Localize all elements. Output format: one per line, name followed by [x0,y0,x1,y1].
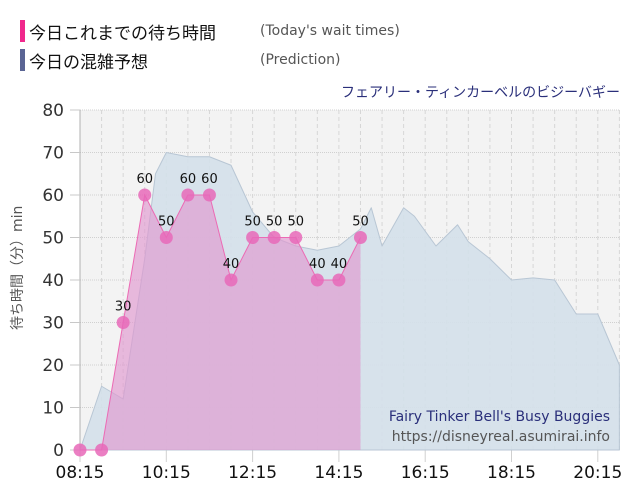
data-point-label: 40 [223,257,240,272]
y-tick-label: 10 [42,399,64,419]
data-point-marker [353,231,367,244]
data-point-label: 50 [352,215,369,230]
data-labels: 30 60 50 60 60 40 50 50 50 40 40 50 [115,172,369,315]
y-tick-label: 30 [42,314,64,334]
y-tick-label: 70 [42,144,64,164]
legend-label-en: (Prediction) [260,52,341,68]
data-point-label: 30 [115,300,132,315]
y-tick-label: 40 [42,271,64,291]
data-point-label: 50 [266,215,283,230]
data-point-label: 40 [309,257,326,272]
data-point-marker [116,316,130,329]
legend-label-jp: 今日の混雑予想 [29,52,148,73]
data-point-marker [73,443,87,457]
x-tick-label: 18:15 [487,463,536,483]
data-point-marker [224,273,238,287]
x-tick-label: 16:15 [401,463,450,483]
x-axis: 08:15 10:15 12:15 14:15 16:15 18:15 20:15 [56,450,622,483]
x-tick-label: 20:15 [573,463,622,483]
actual-markers [73,188,367,457]
y-tick-label: 50 [42,229,64,249]
y-tick-label: 80 [42,101,64,121]
data-point-marker [181,188,195,202]
data-point-marker [267,231,281,244]
data-point-label: 50 [287,215,304,230]
data-point-marker [138,188,152,202]
data-point-marker [159,231,173,244]
legend-swatch-actual [20,20,25,42]
actual-line [80,193,361,451]
watermark-name: Fairy Tinker Bell's Busy Buggies [389,409,610,425]
y-axis-label: 待ち時間（分）min [10,206,26,330]
data-point-marker [289,231,303,244]
data-point-label: 50 [158,215,175,230]
legend-label-jp: 今日これまでの待ち時間 [29,23,216,44]
data-point-marker [246,231,260,244]
watermark-url: https://disneyreal.asumirai.info [392,429,610,445]
data-point-marker [202,188,216,202]
data-point-marker [332,273,346,287]
actual-area [80,195,361,450]
y-tick-label: 60 [42,186,64,206]
legend-item-actual: 今日これまでの待ち時間 (Today's wait times) [20,19,400,44]
legend-label-en: (Today's wait times) [260,23,400,39]
y-axis: 0 10 20 30 40 50 60 70 80 [42,101,80,461]
data-point-label: 50 [244,215,261,230]
legend-swatch-prediction [20,49,25,71]
data-point-label: 60 [136,172,153,187]
x-tick-label: 12:15 [228,463,277,483]
chart-title: フェアリー・ティンカーベルのビジーバギー [340,85,620,101]
x-tick-label: 08:15 [56,463,105,483]
data-point-marker [310,273,324,287]
legend-item-prediction: 今日の混雑予想 (Prediction) [20,48,340,73]
x-tick-label: 10:15 [142,463,191,483]
data-point-label: 60 [180,172,197,187]
y-tick-label: 0 [53,441,64,461]
data-point-label: 60 [201,172,218,187]
data-point-label: 40 [331,257,348,272]
y-tick-label: 20 [42,356,64,376]
data-point-marker [95,443,109,457]
x-tick-label: 14:15 [314,463,363,483]
